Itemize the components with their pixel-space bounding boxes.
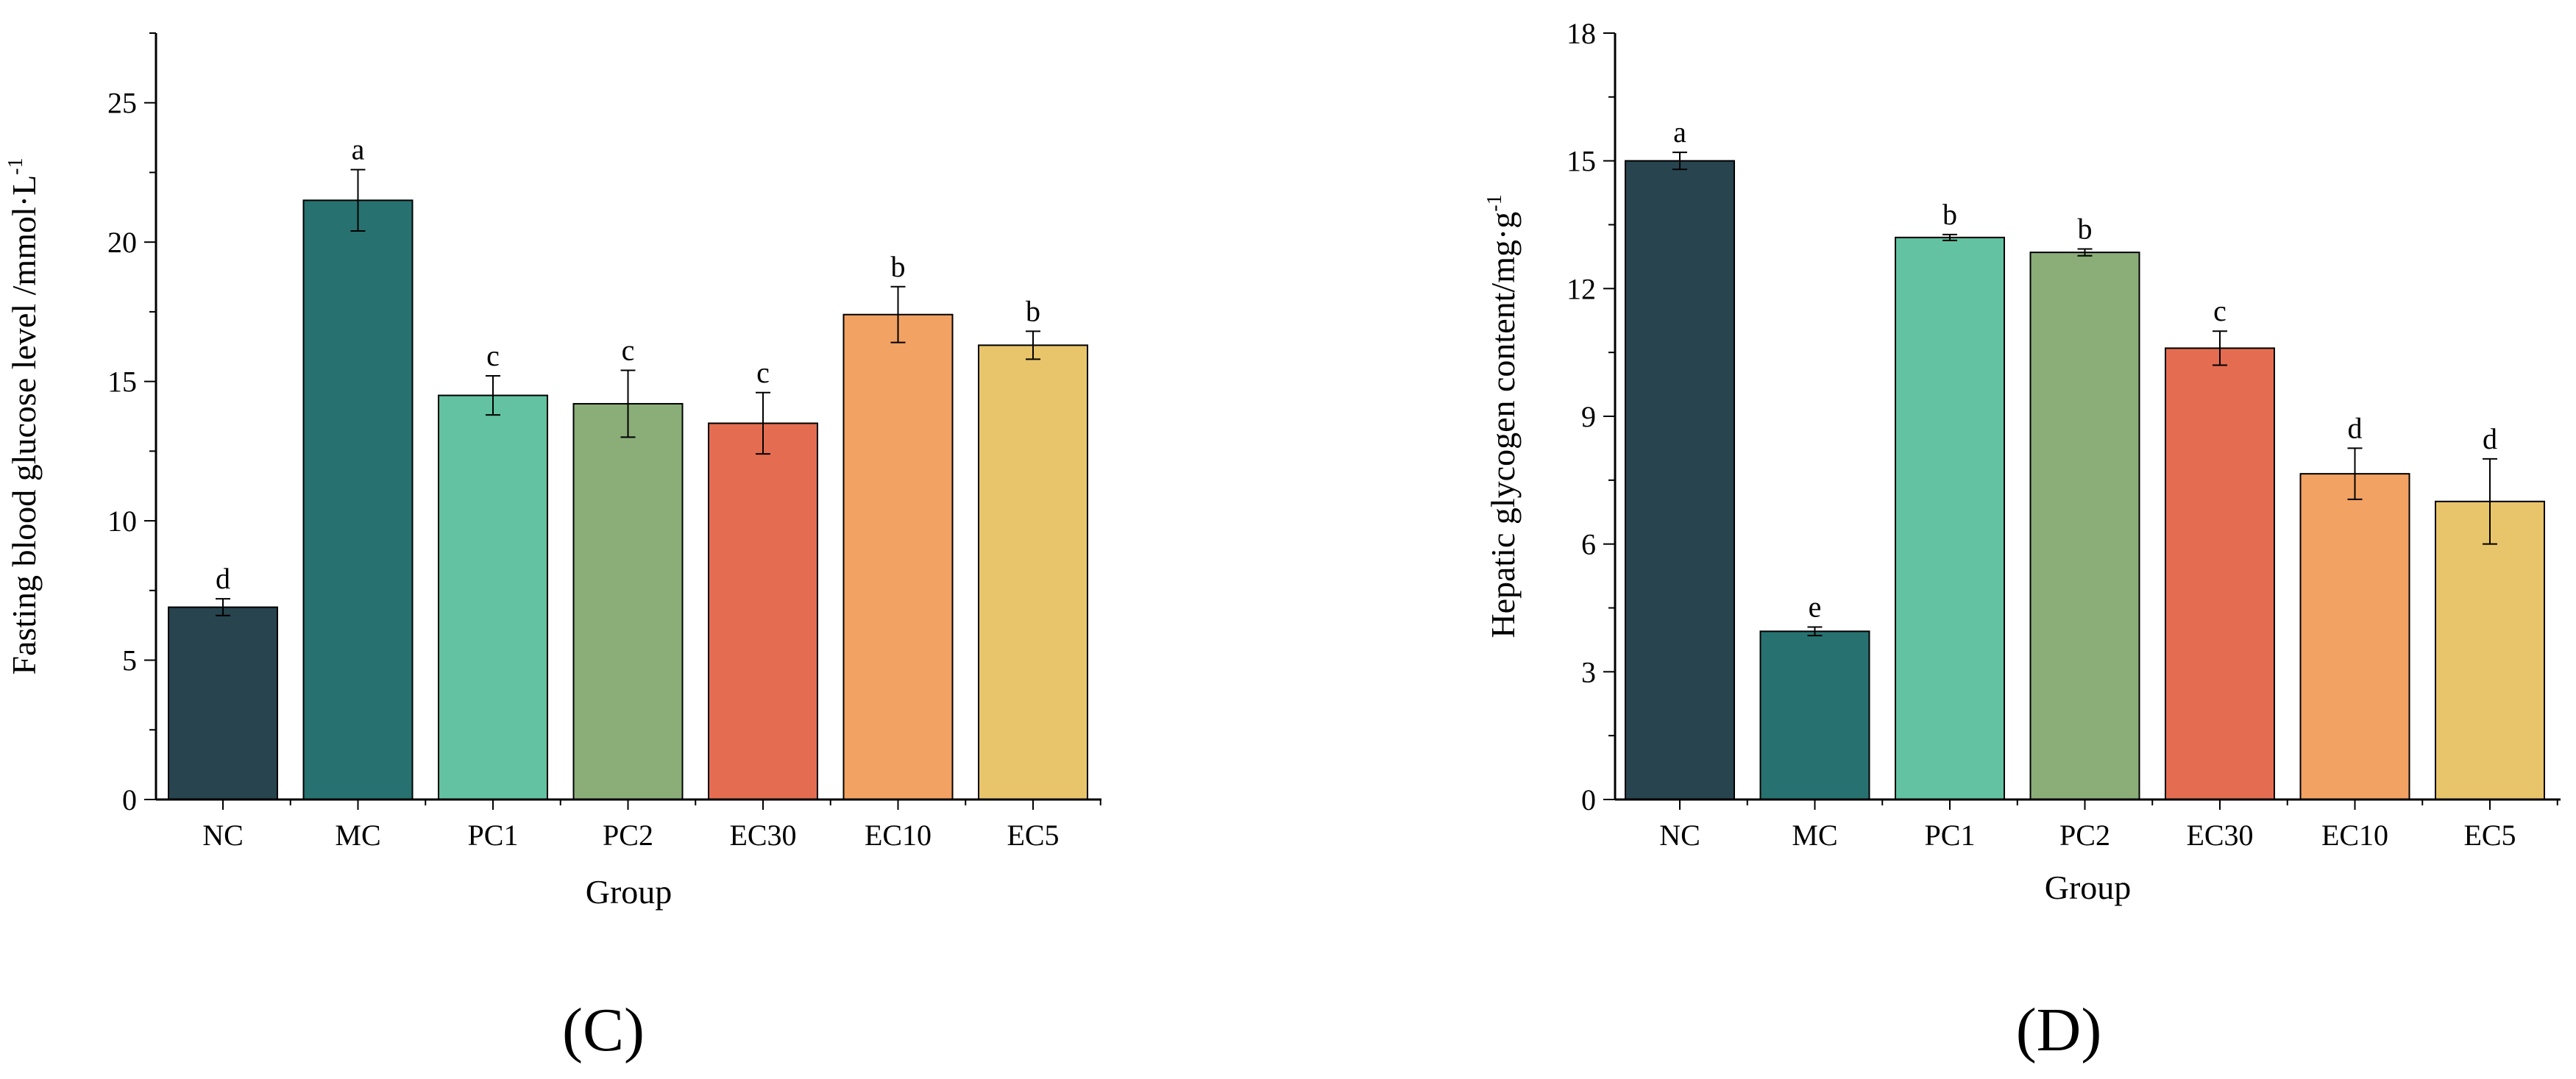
error-bar-ec30 bbox=[2213, 330, 2227, 366]
x-tick-label: MC bbox=[1792, 819, 1837, 852]
significance-letter: e bbox=[1809, 591, 1822, 624]
y-tick-label: 15 bbox=[1566, 145, 1596, 178]
error-bar-pc1 bbox=[486, 375, 500, 416]
x-axis-title: Group bbox=[2045, 869, 2132, 906]
error-bar-pc2 bbox=[2077, 248, 2093, 257]
error-bar-pc1 bbox=[1942, 233, 1957, 241]
y-tick-label: 10 bbox=[107, 505, 137, 538]
x-tick-label: EC5 bbox=[1007, 819, 1059, 852]
error-bar-pc2 bbox=[620, 369, 636, 438]
x-tick-label: PC2 bbox=[603, 819, 653, 852]
chart-panel-d: a NC e MC b PC1 b PC2 c EC30 d EC10 d EC5 0 3 6 9 12 15 18 Gr… bbox=[1483, 17, 2561, 1064]
bar-ec30 bbox=[2165, 347, 2275, 800]
error-bar-mc bbox=[350, 168, 366, 232]
error-bar-ec5 bbox=[1026, 330, 1040, 360]
y-tick-label: 12 bbox=[1566, 272, 1596, 305]
bar-ec10 bbox=[2299, 473, 2410, 801]
x-tick-label: MC bbox=[335, 819, 380, 852]
y-axis-title-superscript: -1 bbox=[1483, 194, 1506, 211]
significance-letter: c bbox=[756, 356, 770, 389]
significance-letter: d bbox=[2348, 411, 2363, 444]
bar-nc bbox=[168, 606, 278, 800]
bar-pc1 bbox=[438, 394, 548, 800]
bar-ec5 bbox=[2435, 500, 2545, 800]
error-bar-ec30 bbox=[756, 391, 770, 455]
error-bar-ec10 bbox=[2347, 447, 2363, 500]
x-tick-label: EC10 bbox=[2321, 819, 2388, 852]
y-tick-label: 5 bbox=[122, 644, 137, 677]
bar-pc1 bbox=[1895, 236, 2005, 801]
y-tick-label: 15 bbox=[107, 366, 137, 399]
x-tick-label: PC2 bbox=[2059, 819, 2110, 852]
significance-letter: b bbox=[891, 250, 906, 283]
panel-label: (C) bbox=[562, 996, 645, 1064]
bar-ec5 bbox=[978, 344, 1088, 800]
y-tick-label: 9 bbox=[1581, 400, 1596, 433]
x-tick-label: EC30 bbox=[2186, 819, 2253, 852]
x-tick-label: EC10 bbox=[865, 819, 932, 852]
x-tick-label: EC5 bbox=[2463, 819, 2516, 852]
y-axis-title-main: Hepatic glycogen content/mg·g bbox=[1484, 212, 1522, 638]
error-bar-mc bbox=[1807, 626, 1823, 637]
x-tick-label: EC30 bbox=[729, 819, 796, 852]
y-tick-label: 0 bbox=[1581, 783, 1596, 816]
x-tick-label: PC1 bbox=[1925, 819, 1976, 852]
significance-letter: b bbox=[1026, 294, 1040, 327]
y-tick-label: 25 bbox=[107, 87, 137, 120]
significance-letter: b bbox=[1942, 198, 1957, 231]
y-tick-label: 20 bbox=[107, 226, 137, 259]
significance-letter: c bbox=[622, 333, 635, 366]
chart-panel-c: d NC a MC c PC1 c PC2 c EC30 b EC10 b EC5 0 5 10 15 20 25 Gr… bbox=[4, 32, 1101, 1064]
bar-mc bbox=[1759, 630, 1870, 800]
bar-ec30 bbox=[708, 422, 818, 800]
y-axis-title-superscript: -1 bbox=[4, 157, 27, 174]
error-bar-nc bbox=[216, 598, 230, 616]
significance-letter: d bbox=[2483, 422, 2497, 455]
significance-letter: b bbox=[2078, 212, 2093, 245]
significance-letter: c bbox=[486, 339, 500, 372]
error-bar-nc bbox=[1672, 152, 1687, 171]
y-tick-label: 0 bbox=[122, 783, 137, 816]
x-axis-title: Group bbox=[586, 873, 673, 911]
x-tick-label: NC bbox=[1659, 819, 1700, 852]
significance-letter: c bbox=[2213, 294, 2226, 327]
x-tick-label: NC bbox=[202, 819, 244, 852]
error-bar-ec5 bbox=[2483, 457, 2497, 545]
significance-letter: a bbox=[1673, 115, 1686, 149]
y-axis-title-main: Fasting blood glucose level /mmol·L bbox=[5, 175, 43, 675]
y-axis-title: Hepatic glycogen content/mg·g-1 bbox=[1483, 194, 1522, 638]
y-tick-label: 3 bbox=[1581, 655, 1596, 688]
y-tick-label: 18 bbox=[1566, 17, 1596, 50]
y-axis-title: Fasting blood glucose level /mmol·L-1 bbox=[4, 157, 43, 674]
panel-label: (D) bbox=[2016, 996, 2102, 1064]
bar-ec10 bbox=[842, 313, 954, 800]
bar-mc bbox=[302, 199, 414, 800]
significance-letter: d bbox=[216, 562, 230, 595]
error-bar-ec10 bbox=[890, 285, 906, 343]
bar-nc bbox=[1625, 160, 1735, 800]
y-tick-label: 6 bbox=[1581, 528, 1596, 561]
x-tick-label: PC1 bbox=[468, 819, 519, 852]
significance-letter: a bbox=[352, 133, 365, 166]
bar-pc2 bbox=[2029, 252, 2140, 800]
bar-pc2 bbox=[572, 402, 684, 800]
